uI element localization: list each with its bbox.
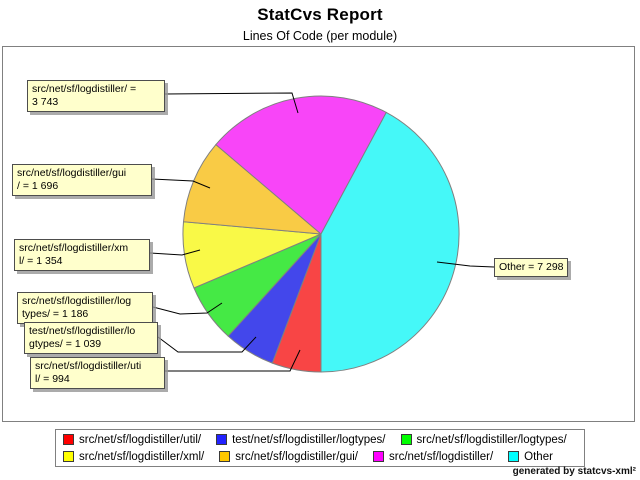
legend-item: src/net/sf/logdistiller/gui/ [219, 451, 358, 463]
callout-leader-line [151, 178, 211, 189]
footer-credit: generated by statcvs-xml² [512, 466, 636, 477]
callout-text-line: / = 1 696 [17, 180, 59, 192]
callout-text-line: src/net/sf/logdistiller/ = [32, 83, 137, 95]
legend-item: src/net/sf/logdistiller/xml/ [63, 451, 204, 463]
callout-text-line: test/net/sf/logdistiller/lo [29, 325, 136, 337]
legend-label: src/net/sf/logdistiller/logtypes/ [416, 433, 567, 446]
legend-swatch-icon [63, 434, 74, 445]
callout-text-line: src/net/sf/logdistiller/uti [35, 360, 142, 372]
legend-label: src/net/sf/logdistiller/ [388, 450, 494, 463]
legend-swatch-icon [400, 434, 412, 445]
callout-label: src/net/sf/logdistiller/gui / = 1 696 [12, 164, 152, 196]
callout-leader-line [165, 349, 301, 372]
pie-slice-6 [320, 111, 460, 373]
legend-label: src/net/sf/logdistiller/util/ [79, 433, 202, 446]
legend-label: test/net/sf/logdistiller/logtypes/ [232, 433, 386, 446]
callout-leader-line [164, 92, 299, 114]
callout-label: src/net/sf/logdistiller/uti l/ = 994 [30, 357, 165, 389]
page-subtitle: Lines Of Code (per module) [242, 29, 398, 43]
callout-text-line: src/net/sf/logdistiller/log [22, 295, 132, 307]
legend-item: src/net/sf/logdistiller/ [372, 450, 494, 463]
callout-text-line: l/ = 994 [35, 373, 70, 385]
legend-label: src/net/sf/logdistiller/xml/ [79, 450, 205, 463]
callout-text-line: types/ = 1 186 [22, 308, 89, 320]
legend-swatch-icon [219, 451, 231, 462]
callout-text-line: src/net/sf/logdistiller/xm [19, 242, 129, 254]
legend-row: src/net/sf/logdistiller/util/test/net/sf… [63, 431, 577, 448]
callout-leader-line [157, 336, 257, 353]
callout-text-line: src/net/sf/logdistiller/gui [17, 167, 127, 179]
legend-item: Other [508, 451, 553, 463]
callout-text-line: gtypes/ = 1 039 [29, 338, 102, 350]
legend-item: src/net/sf/logdistiller/util/ [63, 434, 201, 446]
legend-swatch-icon [508, 451, 520, 462]
callout-label: test/net/sf/logdistiller/lo gtypes/ = 1 0… [24, 322, 158, 354]
legend-label: src/net/sf/logdistiller/gui/ [235, 450, 358, 463]
legend-swatch-icon [63, 451, 74, 462]
legend-box: src/net/sf/logdistiller/util/test/net/sf… [55, 429, 585, 467]
callout-text-line: Other = 7 298 [499, 261, 564, 273]
callout-text-line: l/ = 1 354 [19, 255, 63, 267]
callout-text-line: 3 743 [32, 96, 59, 108]
pie-slice-4 [182, 143, 323, 235]
legend-swatch-icon [372, 451, 384, 462]
callout-label: Other = 7 298 [494, 258, 568, 277]
callout-label: src/net/sf/logdistiller/ = 3 743 [27, 80, 165, 112]
legend-row: src/net/sf/logdistiller/xml/src/net/sf/l… [63, 448, 577, 465]
legend-swatch-icon [216, 434, 228, 445]
page-title: StatCvs Report [257, 5, 383, 24]
callout-leader-line [149, 249, 201, 256]
callout-leader-line [152, 302, 223, 315]
pie-slice-5 [215, 95, 387, 235]
callout-leader-line [436, 261, 495, 268]
legend-item: src/net/sf/logdistiller/logtypes/ [400, 433, 567, 446]
legend-item: test/net/sf/logdistiller/logtypes/ [216, 433, 386, 446]
legend-label: Other [524, 450, 553, 463]
callout-label: src/net/sf/logdistiller/log types/ = 1 18… [17, 292, 153, 324]
callout-label: src/net/sf/logdistiller/xm l/ = 1 354 [14, 239, 150, 271]
